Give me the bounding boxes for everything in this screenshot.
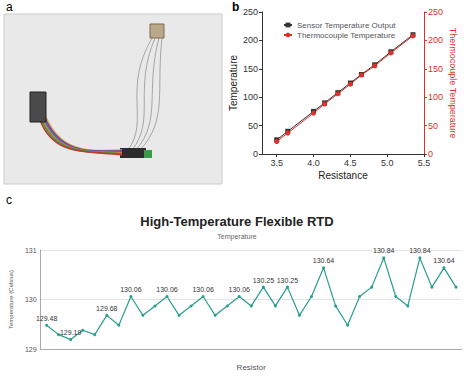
svg-text:4.5: 4.5	[344, 158, 357, 168]
svg-text:130.84: 130.84	[373, 247, 395, 254]
svg-text:129: 129	[25, 346, 37, 353]
svg-text:130.06: 130.06	[156, 286, 178, 293]
svg-text:100: 100	[428, 92, 443, 102]
svg-text:150: 150	[243, 64, 258, 74]
svg-text:50: 50	[428, 121, 438, 131]
svg-text:129.19: 129.19	[60, 329, 82, 336]
svg-text:Thermocouple Temperature: Thermocouple Temperature	[297, 31, 396, 40]
svg-text:130.25: 130.25	[277, 277, 299, 284]
svg-text:130.06: 130.06	[120, 286, 142, 293]
svg-text:130: 130	[25, 296, 37, 303]
svg-text:Temperature: Temperature	[228, 54, 239, 111]
svg-text:129.68: 129.68	[96, 305, 118, 312]
svg-text:100: 100	[243, 92, 258, 102]
svg-text:5.5: 5.5	[418, 158, 431, 168]
svg-text:5.0: 5.0	[381, 158, 394, 168]
svg-text:High-Temperature Flexible RTD: High-Temperature Flexible RTD	[140, 214, 333, 229]
svg-text:250: 250	[428, 7, 443, 17]
svg-text:4.0: 4.0	[307, 158, 320, 168]
svg-text:130.06: 130.06	[192, 286, 214, 293]
svg-text:Sensor Temperature Output: Sensor Temperature Output	[297, 21, 396, 30]
svg-text:200: 200	[428, 35, 443, 45]
svg-text:Temperature: Temperature	[217, 233, 256, 241]
svg-text:0: 0	[428, 149, 433, 159]
svg-text:150: 150	[428, 64, 443, 74]
svg-text:130.64: 130.64	[433, 257, 455, 264]
svg-text:0: 0	[253, 149, 258, 159]
svg-text:200: 200	[243, 35, 258, 45]
svg-text:130.25: 130.25	[253, 277, 275, 284]
svg-text:a: a	[6, 0, 13, 14]
svg-text:Temperature (Celsius): Temperature (Celsius)	[8, 270, 14, 329]
svg-text:50: 50	[248, 121, 258, 131]
svg-text:131: 131	[25, 247, 37, 254]
svg-text:c: c	[6, 193, 12, 207]
svg-text:130.06: 130.06	[229, 286, 251, 293]
svg-text:130.84: 130.84	[409, 247, 431, 254]
svg-text:b: b	[232, 0, 239, 14]
svg-text:Resistor: Resistor	[237, 363, 267, 372]
svg-text:3.5: 3.5	[270, 158, 283, 168]
svg-text:Thermocouple Temperature: Thermocouple Temperature	[448, 28, 458, 138]
svg-text:250: 250	[243, 7, 258, 17]
svg-text:130.64: 130.64	[313, 257, 335, 264]
svg-text:Resistance: Resistance	[318, 170, 368, 181]
svg-text:129.48: 129.48	[36, 315, 58, 322]
